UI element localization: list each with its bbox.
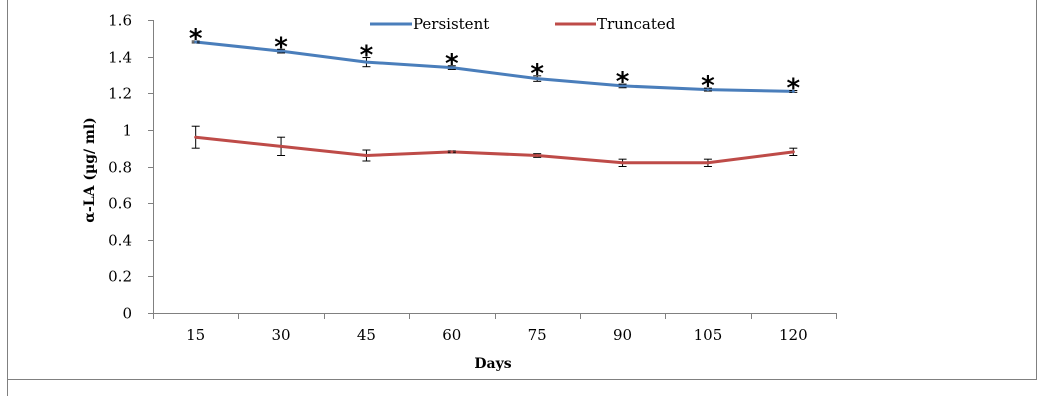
- data-point: [706, 161, 710, 165]
- legend-label-persistent: Persistent: [413, 15, 489, 33]
- data-point: [279, 144, 283, 148]
- data-point: [535, 154, 539, 158]
- y-axis-title: α-LA (µg/ ml): [82, 117, 98, 223]
- x-tick-label: 120: [779, 326, 808, 344]
- data-point: [450, 66, 454, 70]
- data-point: [791, 150, 795, 154]
- data-point: [194, 40, 198, 44]
- axes: 0 0.2 0.4 0.6 0.8 1 1.2 1.4 1.6 15 30 45 60 75 90 105 12…: [108, 12, 837, 344]
- y-tick-label: 0.6: [108, 195, 132, 213]
- significance-star: *: [360, 41, 374, 71]
- y-tick-label: 1.6: [108, 12, 132, 30]
- significance-star: *: [701, 71, 715, 101]
- x-tick-label: 90: [613, 326, 632, 344]
- series-layer: [191, 40, 798, 167]
- x-tick-label: 45: [357, 326, 376, 344]
- data-point: [194, 135, 198, 139]
- x-tick-label: 75: [528, 326, 547, 344]
- series-line-truncated: [195, 135, 794, 165]
- data-point: [450, 150, 454, 154]
- legend: Persistent Truncated: [370, 15, 676, 33]
- x-tick-label: 15: [186, 326, 205, 344]
- legend-label-truncated: Truncated: [597, 15, 676, 33]
- significance-star: *: [445, 49, 459, 79]
- x-tick-label: 30: [272, 326, 291, 344]
- y-tick-label: 1.4: [108, 49, 132, 67]
- data-point: [364, 60, 368, 64]
- y-tick-label: 1.2: [108, 85, 132, 103]
- data-point: [364, 154, 368, 158]
- data-point: [279, 49, 283, 53]
- significance-star: *: [274, 32, 288, 62]
- annotation-layer: * * * * * * * *: [189, 24, 801, 103]
- x-axis-title: Days: [474, 356, 511, 372]
- significance-star: *: [530, 59, 544, 89]
- y-tick-label: 0.8: [108, 159, 132, 177]
- y-tick-label: 0: [122, 305, 132, 323]
- significance-star: *: [787, 74, 801, 104]
- x-tick-label: 60: [442, 326, 461, 344]
- y-tick-label: 0.4: [108, 232, 132, 250]
- y-tick-label: 1: [122, 122, 132, 140]
- data-point: [621, 84, 625, 88]
- data-point: [535, 77, 539, 81]
- significance-star: *: [189, 24, 203, 54]
- x-tick-label: 105: [694, 326, 723, 344]
- data-point: [791, 89, 795, 93]
- significance-star: *: [616, 67, 630, 97]
- data-point: [706, 88, 710, 92]
- data-point: [621, 161, 625, 165]
- y-tick-label: 0.2: [108, 268, 132, 286]
- series-line-persistent: [195, 40, 794, 93]
